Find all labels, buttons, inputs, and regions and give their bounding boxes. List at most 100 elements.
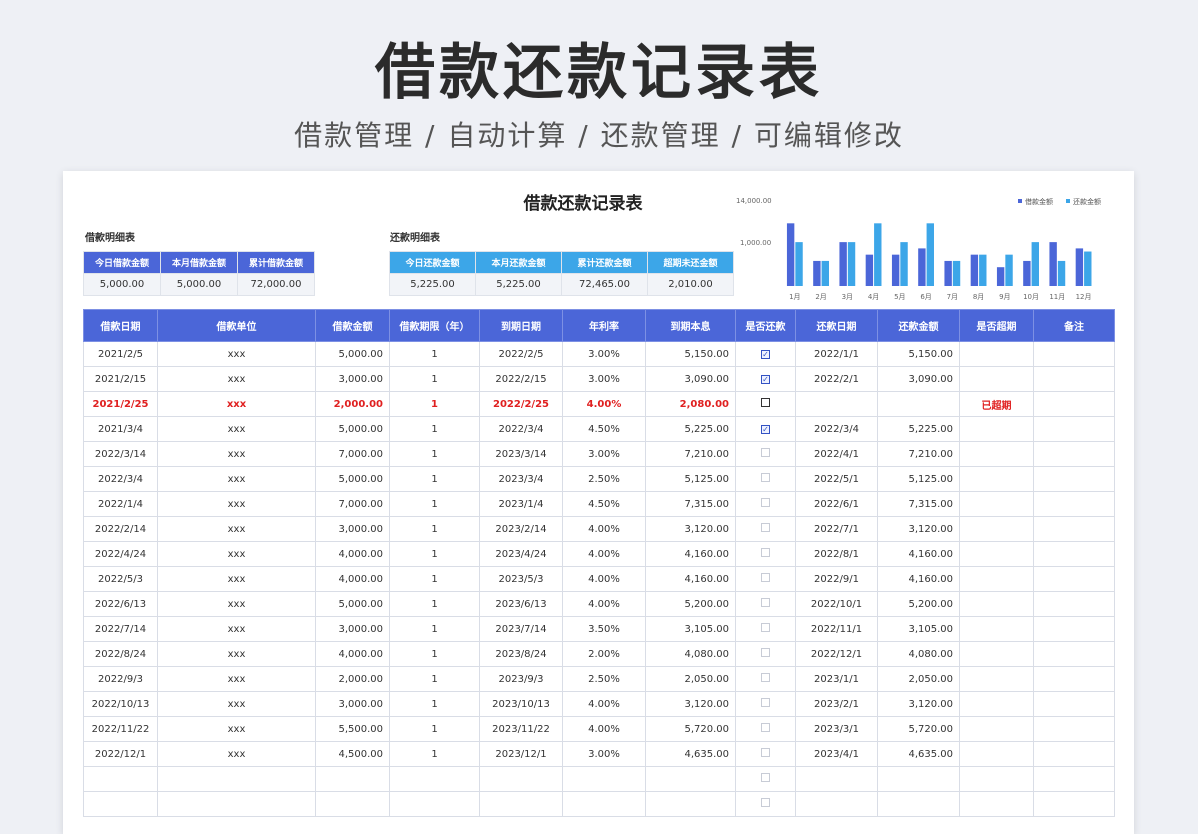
table-cell[interactable]: 2022/7/1 [795, 516, 878, 542]
table-cell[interactable]: 已超期 [959, 391, 1034, 417]
table-cell[interactable]: 7,315.00 [877, 491, 960, 517]
table-cell[interactable]: 2022/5/3 [83, 566, 158, 592]
table-cell[interactable]: 1 [389, 391, 480, 417]
table-cell[interactable]: 2.50% [562, 466, 646, 492]
table-cell[interactable]: 3.00% [562, 366, 646, 392]
table-cell[interactable]: xxx [157, 391, 316, 417]
table-cell[interactable]: 3,120.00 [645, 691, 736, 717]
table-cell[interactable]: 2021/2/15 [83, 366, 158, 392]
table-cell[interactable]: 2022/8/1 [795, 541, 878, 567]
table-cell[interactable]: 4,635.00 [877, 741, 960, 767]
table-cell[interactable]: 5,720.00 [645, 716, 736, 742]
table-cell[interactable]: 3,105.00 [645, 616, 736, 642]
table-cell[interactable] [1033, 366, 1115, 392]
table-cell[interactable] [1033, 691, 1115, 717]
table-cell[interactable]: 4.00% [562, 566, 646, 592]
table-cell[interactable] [479, 766, 563, 792]
table-cell[interactable]: 4,080.00 [877, 641, 960, 667]
table-cell[interactable]: 2023/12/1 [479, 741, 563, 767]
table-cell[interactable]: 2023/11/22 [479, 716, 563, 742]
table-cell[interactable]: 2022/2/14 [83, 516, 158, 542]
table-cell[interactable]: 2022/11/22 [83, 716, 158, 742]
table-cell[interactable]: 4.00% [562, 516, 646, 542]
table-cell[interactable]: 1 [389, 516, 480, 542]
repaid-checkbox-cell[interactable] [735, 741, 796, 767]
table-cell[interactable]: 2022/2/25 [479, 391, 563, 417]
table-cell[interactable]: 5,225.00 [877, 416, 960, 442]
table-cell[interactable]: 2023/6/13 [479, 591, 563, 617]
table-cell[interactable] [959, 641, 1034, 667]
table-cell[interactable] [959, 416, 1034, 442]
table-cell[interactable] [959, 366, 1034, 392]
table-cell[interactable] [959, 716, 1034, 742]
table-cell[interactable] [389, 766, 480, 792]
table-cell[interactable]: 2022/9/1 [795, 566, 878, 592]
table-cell[interactable]: 2,050.00 [645, 666, 736, 692]
table-cell[interactable]: 2,080.00 [645, 391, 736, 417]
table-cell[interactable] [959, 616, 1034, 642]
table-cell[interactable]: 2022/12/1 [83, 741, 158, 767]
table-cell[interactable]: 4.50% [562, 491, 646, 517]
table-cell[interactable]: 2021/2/5 [83, 341, 158, 367]
table-cell[interactable]: 4,500.00 [315, 741, 390, 767]
table-cell[interactable]: xxx [157, 491, 316, 517]
table-cell[interactable] [959, 791, 1034, 817]
table-cell[interactable]: 1 [389, 341, 480, 367]
table-cell[interactable]: xxx [157, 666, 316, 692]
table-cell[interactable] [1033, 466, 1115, 492]
repaid-checkbox[interactable] [761, 773, 770, 782]
table-cell[interactable]: 2021/3/4 [83, 416, 158, 442]
table-cell[interactable]: xxx [157, 541, 316, 567]
table-cell[interactable]: 3,000.00 [315, 366, 390, 392]
table-cell[interactable]: 2022/2/1 [795, 366, 878, 392]
table-cell[interactable]: xxx [157, 691, 316, 717]
table-cell[interactable]: 4.00% [562, 691, 646, 717]
table-cell[interactable]: 3,000.00 [315, 616, 390, 642]
table-cell[interactable] [1033, 716, 1115, 742]
table-cell[interactable]: 4,080.00 [645, 641, 736, 667]
table-cell[interactable]: 2023/4/1 [795, 741, 878, 767]
table-cell[interactable]: 2023/9/3 [479, 666, 563, 692]
repaid-checkbox-cell[interactable] [735, 616, 796, 642]
table-cell[interactable] [959, 341, 1034, 367]
table-cell[interactable]: xxx [157, 466, 316, 492]
table-cell[interactable]: 1 [389, 741, 480, 767]
table-cell[interactable] [959, 491, 1034, 517]
table-cell[interactable]: 5,200.00 [645, 591, 736, 617]
table-cell[interactable]: 4.00% [562, 591, 646, 617]
table-cell[interactable]: 1 [389, 566, 480, 592]
table-cell[interactable]: 3,120.00 [877, 691, 960, 717]
repaid-checkbox-cell[interactable] [735, 516, 796, 542]
table-cell[interactable] [959, 516, 1034, 542]
repaid-checkbox[interactable] [761, 673, 770, 682]
table-cell[interactable]: 2022/3/4 [795, 416, 878, 442]
repaid-checkbox-cell[interactable] [735, 666, 796, 692]
table-cell[interactable]: 5,125.00 [645, 466, 736, 492]
table-cell[interactable]: xxx [157, 716, 316, 742]
repaid-checkbox-cell[interactable]: ✓ [735, 341, 796, 367]
table-cell[interactable]: 2023/3/4 [479, 466, 563, 492]
table-cell[interactable]: 2022/2/15 [479, 366, 563, 392]
table-cell[interactable] [1033, 441, 1115, 467]
borrow-summary-value[interactable]: 5,000.00 [83, 273, 161, 296]
table-cell[interactable] [959, 666, 1034, 692]
repaid-checkbox[interactable] [761, 523, 770, 532]
table-cell[interactable] [1033, 416, 1115, 442]
table-cell[interactable]: 3,090.00 [645, 366, 736, 392]
repaid-checkbox[interactable] [761, 498, 770, 507]
repaid-checkbox[interactable] [761, 623, 770, 632]
table-cell[interactable]: 2022/10/13 [83, 691, 158, 717]
table-cell[interactable] [959, 441, 1034, 467]
table-cell[interactable]: 4,160.00 [645, 566, 736, 592]
table-cell[interactable]: 2023/2/1 [795, 691, 878, 717]
table-cell[interactable] [1033, 666, 1115, 692]
table-cell[interactable]: 2.50% [562, 666, 646, 692]
table-cell[interactable]: xxx [157, 341, 316, 367]
table-cell[interactable]: 5,225.00 [645, 416, 736, 442]
table-cell[interactable]: 7,000.00 [315, 441, 390, 467]
repaid-checkbox[interactable] [761, 648, 770, 657]
table-cell[interactable]: 5,125.00 [877, 466, 960, 492]
table-cell[interactable]: 2023/8/24 [479, 641, 563, 667]
repaid-checkbox-cell[interactable]: ✓ [735, 416, 796, 442]
table-cell[interactable]: 7,210.00 [877, 441, 960, 467]
